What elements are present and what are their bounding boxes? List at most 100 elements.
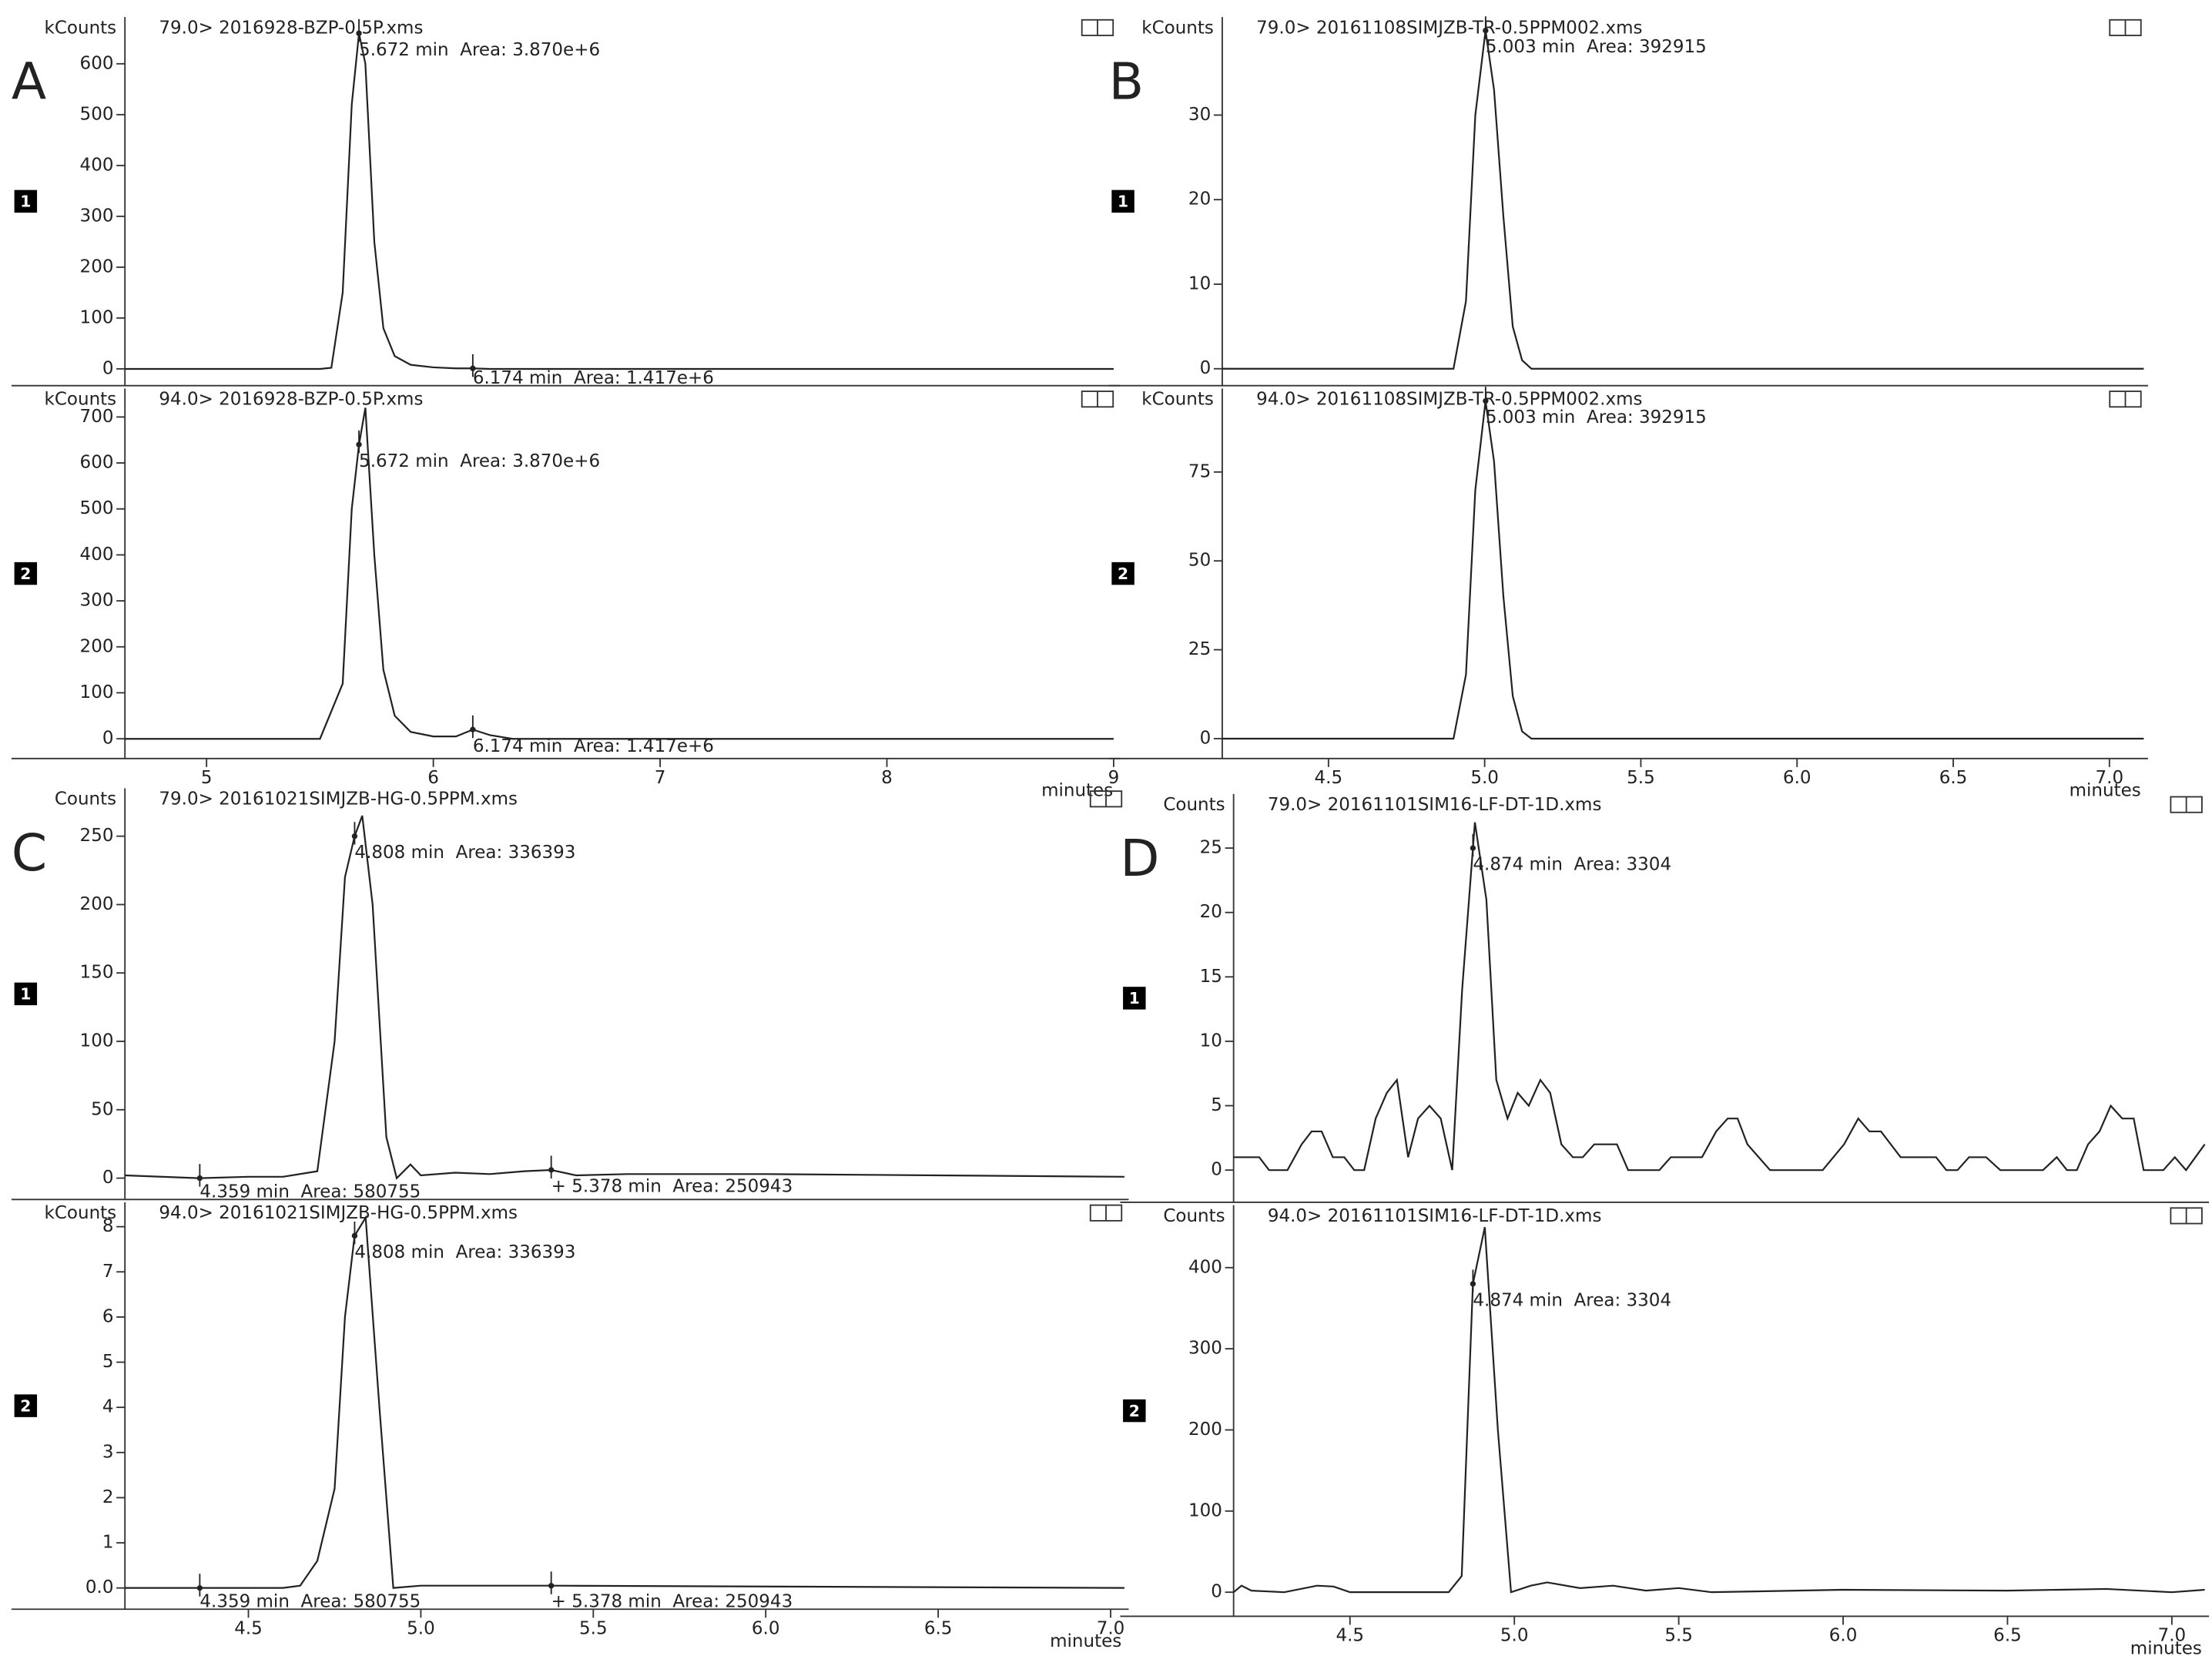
y-tick-label: 250: [80, 826, 114, 846]
y-tick-label: 3: [102, 1442, 114, 1462]
y-tick-label: 100: [80, 682, 114, 702]
trace-number: 1: [1118, 193, 1128, 211]
y-tick-label: 100: [1188, 1500, 1222, 1520]
y-tick-label: 500: [80, 104, 114, 124]
peak-dot: [196, 1175, 203, 1182]
panel-letter: C: [12, 823, 47, 883]
y-tick-label: 20: [1188, 189, 1211, 210]
trace-title: 79.0> 2016928-BZP-0.5P.xms: [159, 18, 423, 38]
y-axis-label: Counts: [1163, 1206, 1225, 1226]
y-tick-label: 0: [102, 358, 114, 378]
trace-title: 94.0> 2016928-BZP-0.5P.xms: [159, 390, 423, 410]
y-tick-label: 75: [1188, 461, 1211, 481]
x-tick-label: 7: [655, 768, 666, 788]
chromatogram-line: [125, 407, 1114, 740]
trace-badge: [1123, 1399, 1146, 1423]
x-tick-label: 5: [201, 768, 213, 788]
peak-label: 4.359 min Area: 580755: [199, 1182, 421, 1202]
y-tick-label: 300: [1188, 1339, 1222, 1359]
x-tick-label: 6.0: [752, 1619, 780, 1639]
x-axis-label: minutes: [2070, 781, 2141, 801]
trace-badge: [14, 982, 38, 1006]
peak-label: 4.808 min Area: 336393: [354, 1242, 575, 1262]
peak-label: + 5.378 min Area: 250943: [551, 1592, 793, 1612]
chromatogram-line: [1222, 401, 2144, 740]
trace-number: 1: [20, 193, 31, 211]
peak-label: 5.003 min Area: 392915: [1486, 407, 1707, 427]
peak-dot: [1483, 397, 1489, 404]
peak-dot: [1470, 1281, 1476, 1287]
y-tick-label: 20: [1200, 902, 1222, 922]
y-axis-label: kCounts: [45, 18, 117, 38]
y-tick-label: 0: [102, 729, 114, 749]
x-tick-label: 7.0: [2158, 1626, 2187, 1646]
y-tick-label: 30: [1188, 105, 1211, 125]
trace-title: 79.0> 20161101SIM16-LF-DT-1D.xms: [1268, 795, 1602, 815]
chromatogram-line: [125, 1215, 1124, 1589]
x-tick-label: 6.5: [1993, 1626, 2022, 1646]
y-tick-label: 0: [1211, 1582, 1222, 1602]
trace-number: 2: [1129, 1402, 1140, 1420]
x-tick-label: 5.0: [1500, 1626, 1529, 1646]
x-tick-label: 7.0: [2096, 768, 2124, 788]
y-tick-label: 5: [1211, 1095, 1222, 1115]
trace-title: 94.0> 20161108SIMJZB-TR-0.5PPM002.xms: [1256, 390, 1642, 410]
trace-badge: [14, 1394, 38, 1417]
y-tick-label: 200: [80, 256, 114, 277]
y-tick-label: 300: [80, 591, 114, 611]
y-tick-label: 300: [80, 206, 114, 226]
y-tick-label: 15: [1200, 967, 1222, 987]
y-tick-label: 50: [1188, 551, 1211, 571]
y-axis-label: kCounts: [45, 1203, 117, 1223]
trace-badge: [14, 561, 38, 585]
y-tick-label: 4: [102, 1397, 114, 1417]
y-axis-label: Counts: [1163, 795, 1225, 815]
trace-badge: [1123, 987, 1146, 1010]
peak-label: 6.174 min Area: 1.417e+6: [473, 736, 714, 756]
x-tick-label: 6.5: [1939, 768, 1968, 788]
trace-number: 1: [20, 985, 31, 1004]
x-tick-label: 6: [427, 768, 439, 788]
y-tick-label: 10: [1188, 273, 1211, 293]
y-tick-label: 200: [80, 636, 114, 656]
y-tick-label: 5: [102, 1352, 114, 1372]
peak-label: + 5.378 min Area: 250943: [551, 1177, 793, 1197]
y-axis-label: kCounts: [1141, 390, 1214, 410]
y-tick-label: 400: [1188, 1257, 1222, 1277]
peak-label: 4.874 min Area: 3304: [1473, 855, 1671, 875]
panel-letter: D: [1120, 828, 1159, 888]
x-tick-label: 6.0: [1783, 768, 1811, 788]
chromatogram-line: [1222, 30, 2144, 370]
y-tick-label: 100: [80, 307, 114, 327]
trace-number: 2: [1118, 565, 1128, 583]
y-axis-label: kCounts: [45, 390, 117, 410]
y-tick-label: 1: [102, 1533, 114, 1553]
y-tick-label: 6: [102, 1306, 114, 1326]
trace-number: 1: [1129, 989, 1140, 1007]
trace-number: 2: [20, 565, 31, 583]
trace-number: 2: [20, 1396, 31, 1415]
y-axis-label: kCounts: [1141, 18, 1214, 38]
y-tick-label: 7: [102, 1262, 114, 1282]
x-tick-label: 5.0: [407, 1619, 435, 1639]
x-tick-label: 4.5: [234, 1619, 263, 1639]
peak-dot: [470, 365, 476, 371]
peak-label: 5.672 min Area: 3.870e+6: [359, 40, 600, 60]
peak-dot: [548, 1167, 555, 1173]
peak-dot: [356, 30, 362, 36]
trace-badge: [1111, 189, 1134, 213]
chromatogram-line: [125, 815, 1124, 1180]
trace-title: 94.0> 20161101SIM16-LF-DT-1D.xms: [1268, 1206, 1602, 1226]
y-tick-label: 0: [1200, 728, 1212, 748]
peak-label: 5.003 min Area: 392915: [1486, 37, 1707, 57]
y-tick-label: 600: [80, 53, 114, 73]
x-tick-label: 5.5: [579, 1619, 608, 1639]
trace-badge: [14, 189, 38, 213]
x-tick-label: 6.0: [1829, 1626, 1858, 1646]
y-tick-label: 8: [102, 1216, 114, 1236]
y-tick-label: 2: [102, 1487, 114, 1507]
y-tick-label: 200: [80, 894, 114, 914]
y-tick-label: 500: [80, 498, 114, 518]
chromatogram-line: [1232, 1226, 2205, 1594]
